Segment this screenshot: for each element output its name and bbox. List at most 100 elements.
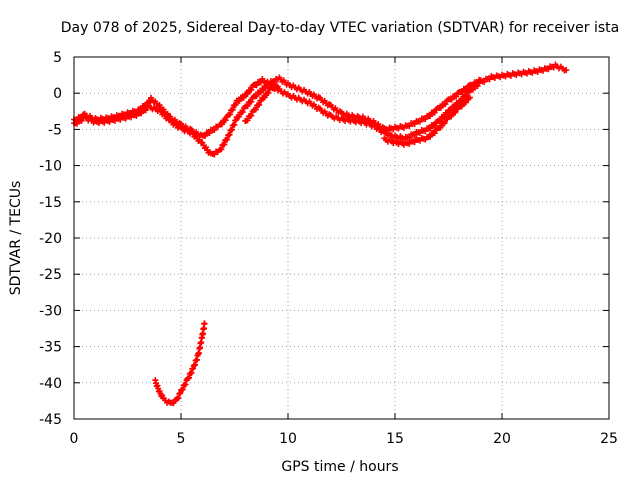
y-tick-label: 0 — [53, 86, 62, 102]
data-point — [448, 113, 455, 120]
data-point — [441, 120, 448, 127]
data-point — [211, 127, 218, 134]
track-b — [71, 74, 484, 158]
y-tick-label: -10 — [39, 159, 62, 175]
data-point — [190, 365, 197, 372]
data-point — [142, 107, 149, 114]
data-point — [253, 82, 260, 89]
data-point — [248, 112, 255, 119]
x-axis-label: GPS time / hours — [281, 459, 398, 475]
data-series — [71, 61, 570, 407]
grid-lines — [74, 57, 609, 419]
data-point — [256, 101, 263, 108]
data-point — [550, 64, 557, 71]
data-point — [218, 146, 225, 153]
data-point — [406, 140, 413, 147]
y-tick-label: -20 — [39, 231, 62, 247]
data-point — [477, 77, 484, 84]
y-tick-label: -15 — [39, 195, 62, 211]
x-tick-label: 0 — [70, 431, 79, 447]
data-point — [175, 394, 182, 401]
data-point — [186, 374, 193, 381]
data-point — [244, 102, 251, 109]
axis-ticks: 0 5 10 15 20 25 5 0 -5 -10 -15 -20 -25 -30 -35 -40 -45 — [39, 50, 618, 447]
data-point — [437, 104, 444, 111]
data-point — [138, 110, 145, 117]
data-point — [411, 139, 418, 146]
data-point — [437, 124, 444, 131]
track-d — [152, 320, 208, 407]
data-point — [422, 116, 429, 123]
data-point — [481, 78, 488, 85]
y-tick-label: -45 — [39, 412, 62, 428]
data-point — [248, 86, 255, 93]
data-point — [221, 141, 228, 148]
data-point — [248, 98, 255, 105]
data-point — [563, 67, 570, 74]
data-point — [206, 130, 213, 137]
chart-title: Day 078 of 2025, Sidereal Day-to-day VTE… — [61, 20, 619, 36]
data-point — [74, 120, 81, 127]
data-point — [202, 132, 209, 139]
data-point — [431, 122, 438, 129]
data-point — [427, 125, 434, 132]
data-point — [274, 83, 281, 90]
data-point — [182, 381, 189, 388]
data-point — [453, 93, 460, 100]
data-point — [452, 109, 459, 116]
y-tick-label: -5 — [48, 122, 62, 138]
data-point — [406, 123, 413, 130]
data-point — [545, 66, 552, 73]
data-point — [222, 117, 229, 124]
data-point — [78, 117, 85, 124]
data-point — [232, 101, 239, 108]
x-tick-label: 10 — [279, 431, 297, 447]
y-tick-label: -40 — [39, 376, 62, 392]
data-point — [442, 101, 449, 108]
data-point — [458, 103, 465, 110]
series-sdtvar — [71, 61, 570, 407]
x-tick-label: 25 — [600, 431, 618, 447]
data-point — [427, 133, 434, 140]
data-point — [244, 90, 251, 97]
data-point — [427, 113, 434, 120]
data-point — [240, 94, 247, 101]
data-point — [201, 320, 208, 327]
data-point — [218, 121, 225, 128]
data-point — [239, 108, 246, 115]
data-point — [177, 390, 184, 397]
data-point — [411, 121, 418, 128]
y-tick-label: 5 — [53, 50, 62, 66]
data-point — [411, 132, 418, 139]
data-point — [448, 96, 455, 103]
data-point — [463, 86, 470, 93]
data-point — [265, 89, 272, 96]
data-point — [422, 128, 429, 135]
data-point — [170, 400, 177, 407]
data-point — [416, 130, 423, 137]
data-point — [474, 80, 481, 87]
x-tick-label: 15 — [386, 431, 404, 447]
data-point — [406, 134, 413, 141]
data-point — [252, 106, 259, 113]
data-point — [459, 89, 466, 96]
track-a — [71, 61, 570, 143]
data-point — [253, 93, 260, 100]
x-tick-label: 20 — [493, 431, 511, 447]
data-point — [416, 118, 423, 125]
track-c — [242, 82, 473, 148]
data-point — [226, 111, 233, 118]
data-point — [469, 82, 476, 89]
data-point — [236, 97, 243, 104]
y-tick-label: -30 — [39, 303, 62, 319]
data-point — [179, 386, 186, 393]
x-tick-label: 5 — [177, 431, 186, 447]
y-tick-label: -35 — [39, 340, 62, 356]
data-point — [257, 89, 264, 96]
data-point — [431, 109, 438, 116]
data-point — [466, 94, 473, 101]
data-point — [224, 136, 231, 143]
data-point — [236, 113, 243, 120]
